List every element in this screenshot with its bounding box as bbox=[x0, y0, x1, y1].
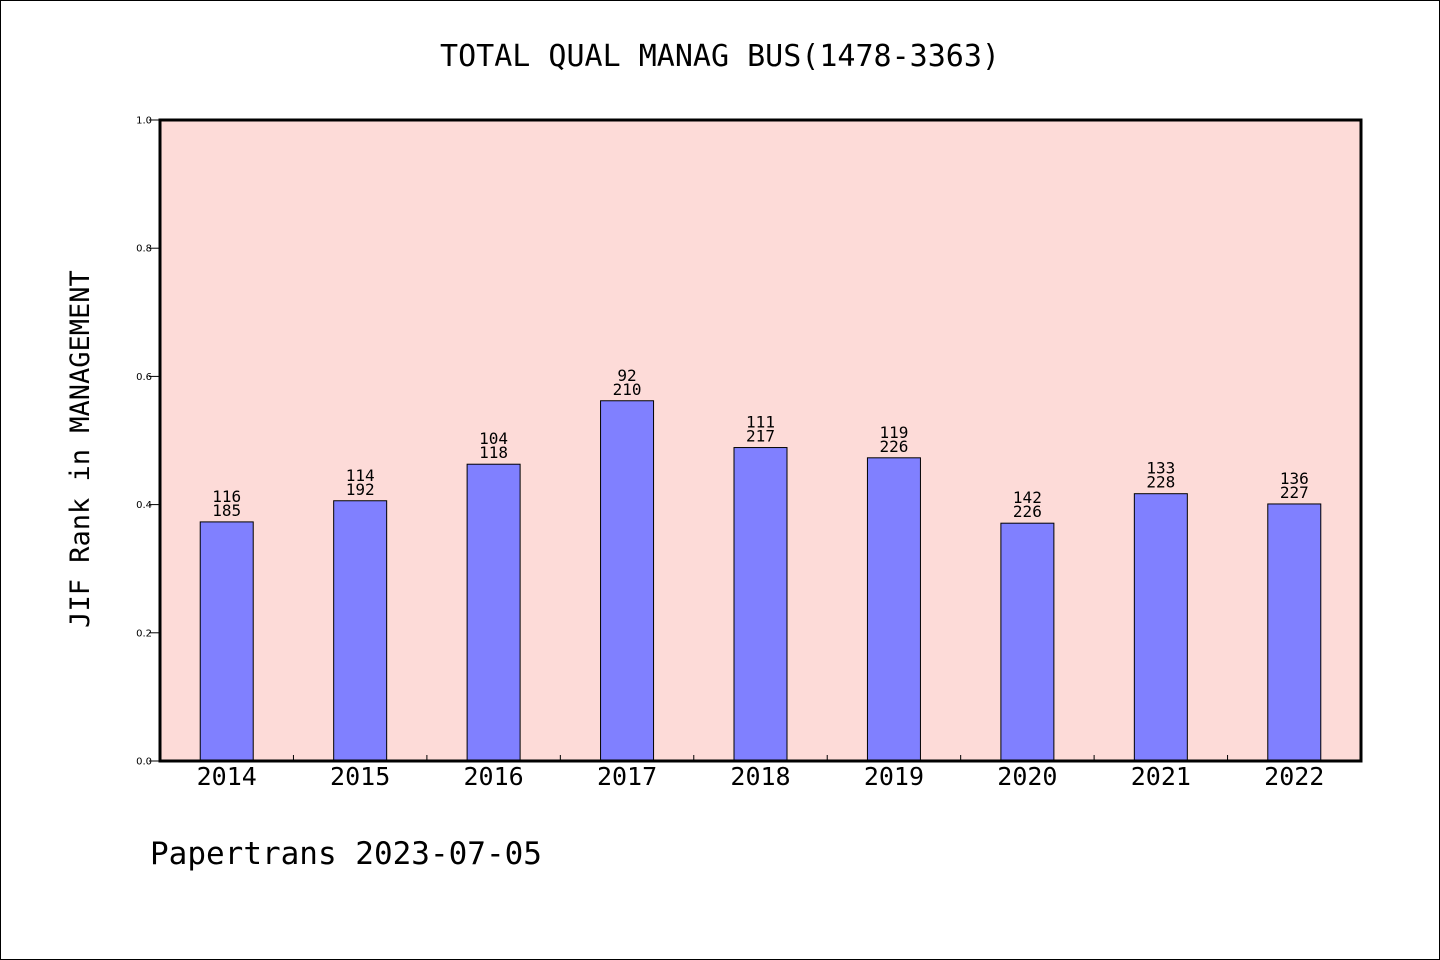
y-tick-label: 0.6 bbox=[136, 372, 152, 383]
x-tick-label: 2018 bbox=[730, 762, 790, 791]
y-tick-label: 0.2 bbox=[136, 628, 152, 639]
bar-total-label: 210 bbox=[613, 380, 642, 399]
y-axis-label: JIF Rank in MANAGEMENT bbox=[65, 270, 96, 628]
bar-total-label: 185 bbox=[212, 501, 241, 520]
bar-rank-label: 114 bbox=[346, 466, 375, 485]
bar-total-label: 226 bbox=[1013, 502, 1042, 521]
x-axis: 2014 2015 2016 2017 2018 2019 2020 2021 2022 bbox=[197, 755, 1324, 791]
footer-text: Papertrans 2023-07-05 bbox=[150, 836, 542, 872]
bar-2014 bbox=[199, 521, 254, 762]
x-tick-label: 2022 bbox=[1264, 762, 1324, 791]
bar-total-label: 118 bbox=[479, 443, 508, 462]
bar-2022 bbox=[1267, 503, 1322, 762]
bar-rank-label: 133 bbox=[1146, 459, 1175, 478]
bar-2021 bbox=[1133, 493, 1188, 762]
y-tick-label: 0.8 bbox=[136, 244, 152, 255]
y-tick-label: 1.0 bbox=[136, 116, 152, 127]
bar-2018 bbox=[733, 447, 788, 762]
y-tick-label: 0.0 bbox=[136, 757, 152, 768]
bar-2016 bbox=[466, 463, 521, 762]
bar-rank-label: 116 bbox=[212, 487, 241, 506]
x-tick-label: 2020 bbox=[997, 762, 1057, 791]
bar-rank-label: 111 bbox=[746, 413, 775, 432]
x-tick-label: 2021 bbox=[1131, 762, 1191, 791]
x-tick-label: 2017 bbox=[597, 762, 657, 791]
bar-2019 bbox=[866, 457, 921, 762]
bar-2020 bbox=[1000, 522, 1055, 762]
bar-rank-label: 92 bbox=[617, 366, 636, 385]
bar-total-label: 227 bbox=[1280, 483, 1309, 502]
x-tick-label: 2014 bbox=[197, 762, 257, 791]
x-tick-label: 2016 bbox=[464, 762, 524, 791]
bar-total-label: 217 bbox=[746, 427, 775, 446]
bar-2017 bbox=[600, 400, 655, 762]
bar-total-label: 228 bbox=[1146, 473, 1175, 492]
bar-rank-label: 136 bbox=[1280, 469, 1309, 488]
bar-2015 bbox=[333, 500, 388, 762]
bar-rank-label: 104 bbox=[479, 429, 508, 448]
y-tick-label: 0.4 bbox=[136, 500, 152, 511]
chart-title: TOTAL QUAL MANAG BUS(1478-3363) bbox=[440, 39, 1000, 74]
bar-rank-label: 119 bbox=[879, 423, 908, 442]
bar-total-label: 192 bbox=[346, 480, 375, 499]
bar-rank-label: 142 bbox=[1013, 488, 1042, 507]
y-axis: 0.0 0.2 0.4 0.6 0.8 1.0 bbox=[136, 116, 160, 768]
x-tick-label: 2019 bbox=[864, 762, 924, 791]
plot-border bbox=[158, 118, 1363, 763]
x-tick-label: 2015 bbox=[330, 762, 390, 791]
bar-total-label: 226 bbox=[879, 437, 908, 456]
